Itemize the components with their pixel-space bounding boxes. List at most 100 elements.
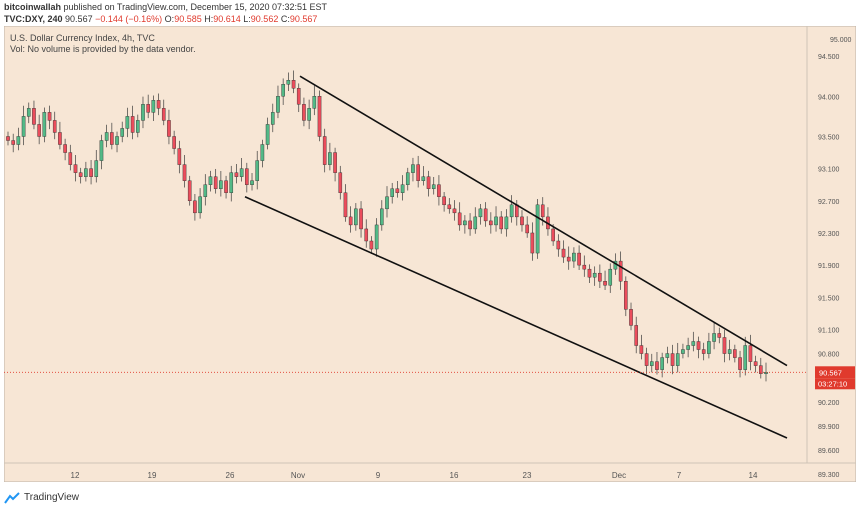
candle-body <box>141 104 145 121</box>
candle-body <box>670 353 675 366</box>
candle-body <box>431 184 436 189</box>
candle-body <box>483 208 488 222</box>
candle-body <box>717 333 722 338</box>
y-tick-label: 89.900 <box>818 424 840 431</box>
candle-body <box>380 208 384 226</box>
candle-body <box>478 208 483 218</box>
candle-body <box>37 124 41 137</box>
candle-body <box>618 260 623 282</box>
candle-body <box>530 232 535 254</box>
candle-body <box>681 349 685 354</box>
y-tick-label: 90.800 <box>818 352 840 359</box>
candle-body <box>58 132 62 145</box>
candle-body <box>686 345 690 350</box>
x-tick-label: 19 <box>148 471 157 480</box>
low-value: 90.562 <box>250 14 279 24</box>
candle-body <box>369 240 374 250</box>
candle-body <box>177 148 182 165</box>
y-tick-label: 95.000 <box>830 37 852 44</box>
candle-body <box>265 124 270 145</box>
high-label: H: <box>204 14 214 24</box>
candle-body <box>94 160 99 177</box>
candle-body <box>270 112 275 125</box>
candle-body <box>442 196 446 206</box>
price-axis[interactable]: 94.500 94.000 93.500 93.100 92.700 92.300 91.9… <box>818 37 852 482</box>
candle-body <box>156 100 161 109</box>
candle-body <box>390 188 394 197</box>
candle-body <box>16 136 21 145</box>
candle-body <box>655 361 659 370</box>
candle-body <box>738 357 742 370</box>
author-name[interactable]: bitcoinwallah <box>4 2 62 12</box>
candle-body <box>302 104 306 121</box>
candle-body <box>463 220 467 226</box>
candle-body <box>73 164 78 173</box>
candle-body <box>328 152 332 165</box>
candle-body <box>52 120 57 133</box>
candle-body <box>566 256 571 262</box>
candle-body <box>707 341 711 354</box>
tradingview-logo-icon <box>4 492 20 504</box>
candle-body <box>629 309 633 326</box>
candle-body <box>6 136 10 141</box>
candle-body <box>561 248 566 258</box>
candle-body <box>540 204 545 218</box>
candle-body <box>354 208 358 226</box>
candle-body <box>727 349 732 354</box>
candle-body <box>47 112 52 121</box>
candle-body <box>696 341 701 350</box>
open-label: O: <box>164 14 175 24</box>
candle-body <box>208 176 213 185</box>
x-tick-label: 7 <box>677 471 682 480</box>
brand-name: TradingView <box>24 492 80 503</box>
last-price-badge <box>815 366 855 379</box>
candle-body <box>473 216 478 230</box>
price-chart[interactable]: U.S. Dollar Currency Index, 4h, TVC Vol:… <box>4 26 856 482</box>
candle-body <box>333 152 337 173</box>
candle-body <box>281 84 285 97</box>
candle-body <box>291 80 296 89</box>
candle-body <box>99 140 104 161</box>
candle-body <box>468 220 472 230</box>
candle-body <box>193 200 197 214</box>
y-tick-label: 91.500 <box>818 295 840 302</box>
candle-body <box>520 216 524 226</box>
time-axis[interactable]: 12 19 26 Nov 9 16 23 Dec 7 14 <box>71 471 758 480</box>
candle-body <box>624 280 628 310</box>
candle-body <box>374 224 379 250</box>
high-value: 90.614 <box>213 14 241 24</box>
candle-body <box>359 208 363 230</box>
tradingview-brand[interactable]: TradingView <box>4 491 79 505</box>
last-price-marker: 90.567 03:27:10 <box>4 366 855 390</box>
y-tick-label: 93.500 <box>818 134 840 141</box>
x-tick-label: 23 <box>523 471 532 480</box>
candle-body <box>385 196 389 210</box>
x-tick-label: Nov <box>291 471 305 480</box>
candle-body <box>603 280 607 286</box>
candle-body <box>255 160 260 181</box>
candle-body <box>494 216 498 226</box>
candle-body <box>167 120 171 137</box>
candle-body <box>115 136 119 145</box>
candle-body <box>582 264 587 270</box>
x-tick-label: Dec <box>612 471 626 480</box>
countdown-label: 03:27:10 <box>818 379 847 388</box>
candle-body <box>239 168 244 177</box>
candle-body <box>307 108 311 121</box>
candle-body <box>68 152 73 165</box>
candle-body <box>509 204 514 218</box>
symbol-label: TVC:DXY, 240 <box>4 14 63 24</box>
candle-body <box>400 184 405 193</box>
candle-body <box>556 240 561 250</box>
trendline[interactable] <box>299 75 788 367</box>
publish-line: bitcoinwallah published on TradingView.c… <box>4 1 327 13</box>
candle-body <box>489 220 493 226</box>
chart-background <box>4 26 856 482</box>
trendline[interactable] <box>244 196 788 439</box>
x-tick-label: 9 <box>376 471 381 480</box>
y-tick-label: 91.900 <box>818 263 840 270</box>
candle-body <box>364 228 369 242</box>
candle-body <box>592 272 597 278</box>
candle-body <box>343 192 348 218</box>
candle-body <box>405 172 410 185</box>
